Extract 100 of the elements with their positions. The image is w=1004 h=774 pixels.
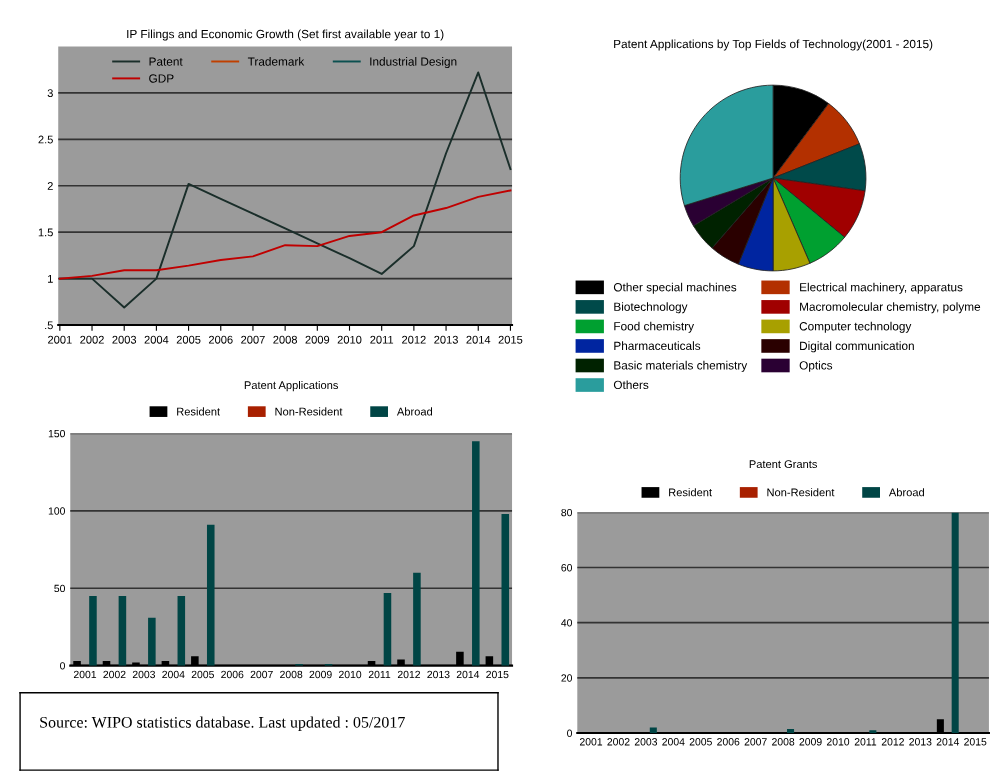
line-series: [58, 71, 512, 309]
legend-label: Non-Resident: [767, 488, 835, 497]
bar: [206, 524, 215, 666]
legend-label: Abroad: [396, 407, 433, 416]
x-tick-label: 2001: [73, 670, 97, 679]
x-tick-label: 2006: [717, 738, 740, 746]
x-tick-label: 2003: [132, 670, 156, 679]
x-tick-label: 2010: [826, 738, 850, 746]
x-tick-label: 2006: [221, 670, 244, 679]
source-note: Source: WIPO statistics database. Last updated : 05/2017: [40, 716, 405, 731]
y-tick-label: 40: [561, 619, 573, 627]
y-tick-label: 80: [561, 508, 573, 517]
x-tick-label: 2007: [744, 738, 767, 746]
legend-label: Others: [613, 380, 649, 390]
x-tick-label: 2013: [909, 738, 932, 746]
x-tick-label: 2004: [662, 738, 685, 746]
x-tick-label: 2008: [273, 335, 298, 344]
x-tick-label: 2012: [397, 670, 421, 679]
legend-label: Industrial Design: [370, 57, 457, 69]
legend-label: Trademark: [247, 57, 305, 66]
x-tick-label: 2006: [208, 335, 233, 344]
legend-label: Food chemistry: [614, 321, 695, 333]
x-tick-label: 2011: [854, 738, 877, 746]
bar: [413, 572, 421, 666]
bar: [649, 727, 657, 733]
y-tick-label: 50: [54, 584, 66, 593]
bar: [148, 617, 156, 666]
y-tick-label: .5: [45, 321, 53, 330]
x-tick-label: 2014: [936, 738, 960, 746]
x-tick-label: 2004: [162, 670, 185, 679]
bar: [787, 729, 795, 733]
chart-title: Patent Grants: [749, 460, 817, 469]
chart-title: IP Filings and Economic Growth (Set first available year to 1): [127, 29, 444, 41]
x-tick-label: 2009: [309, 670, 332, 679]
legend-label: GDP: [149, 74, 174, 83]
x-tick-label: 2005: [176, 335, 201, 344]
x-tick-label: 2015: [964, 738, 987, 746]
line-series: [58, 189, 512, 280]
x-tick-label: 2007: [241, 335, 265, 344]
legend-label: Abroad: [888, 488, 924, 497]
y-tick-label: 60: [561, 564, 573, 572]
legend-label: Computer technology: [799, 321, 912, 333]
x-tick-label: 2014: [466, 335, 491, 344]
y-tick-label: 3: [47, 89, 53, 98]
bar: [383, 592, 392, 666]
bar: [118, 595, 127, 666]
x-tick-label: 2012: [881, 738, 904, 746]
x-tick-label: 2004: [144, 335, 169, 344]
x-tick-label: 2002: [607, 738, 630, 746]
y-tick-label: 1: [48, 275, 53, 283]
legend-label: Resident: [177, 407, 221, 416]
x-tick-label: 2001: [579, 738, 603, 746]
bar: [89, 595, 97, 666]
y-tick-label: 1.5: [38, 228, 53, 237]
x-tick-label: 2014: [456, 670, 480, 679]
x-tick-label: 2015: [498, 335, 523, 344]
x-tick-label: 2005: [191, 670, 214, 679]
x-tick-label: 2001: [48, 335, 72, 344]
x-tick-label: 2005: [689, 738, 712, 746]
legend-label: Optics: [799, 360, 833, 372]
y-tick-label: 0: [567, 729, 573, 737]
legend-label: Patent: [149, 57, 183, 66]
x-tick-label: 2010: [337, 335, 362, 344]
x-tick-label: 2009: [305, 335, 330, 344]
y-tick-label: 2.5: [38, 135, 53, 144]
y-tick-label: 0: [60, 662, 66, 670]
bar: [472, 441, 480, 666]
bar: [951, 512, 959, 733]
y-tick-label: 2: [47, 182, 53, 190]
legend-label: Basic materials chemistry: [614, 360, 748, 372]
x-tick-label: 2011: [368, 670, 391, 679]
x-tick-label: 2003: [634, 738, 658, 746]
x-tick-label: 2008: [280, 670, 303, 679]
x-tick-label: 2003: [112, 335, 137, 344]
bar: [869, 730, 877, 733]
chart-title: Patent Applications by Top Fields of Technology(2001 - 2015): [614, 39, 933, 51]
x-tick-label: 2011: [370, 335, 394, 344]
legend-label: Pharmaceuticals: [614, 341, 701, 350]
y-tick-label: 150: [48, 429, 66, 438]
legend-label: Other special machines: [613, 282, 737, 294]
legend-label: Digital communication: [800, 341, 914, 353]
bar: [501, 513, 510, 666]
y-tick-label: 100: [48, 507, 66, 515]
x-tick-label: 2012: [402, 335, 426, 344]
x-tick-label: 2008: [772, 738, 795, 746]
legend-label: Electrical machinery, apparatus: [800, 282, 963, 294]
x-tick-label: 2013: [427, 670, 450, 679]
x-tick-label: 2007: [250, 670, 273, 679]
chart-title: Patent Applications: [244, 380, 339, 392]
y-tick-label: 20: [561, 674, 573, 682]
x-tick-label: 2002: [103, 670, 126, 679]
legend-label: Macromolecular chemistry, polyme: [800, 302, 981, 314]
x-tick-label: 2010: [339, 670, 362, 679]
x-tick-label: 2002: [80, 335, 104, 344]
x-tick-label: 2015: [486, 670, 509, 679]
x-tick-label: 2013: [434, 335, 458, 344]
x-tick-label: 2009: [799, 738, 822, 746]
legend-label: Resident: [669, 488, 712, 497]
legend-label: Biotechnology: [614, 302, 688, 314]
legend-label: Non-Resident: [275, 407, 343, 416]
